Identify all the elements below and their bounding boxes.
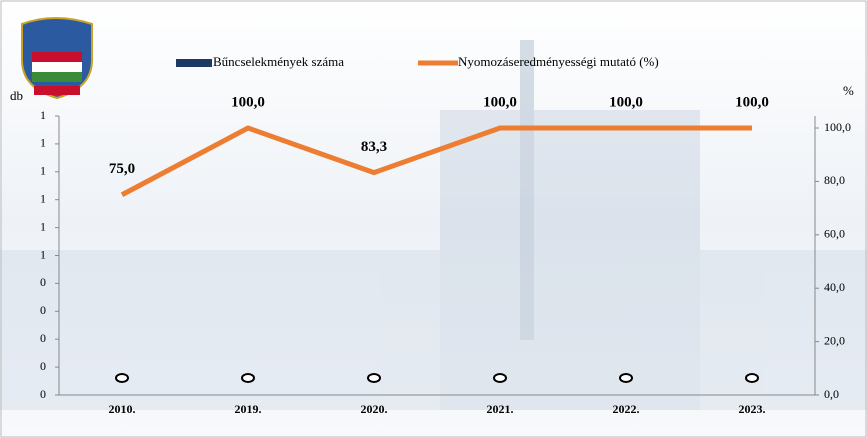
x-tick-label: 2020. xyxy=(361,402,388,416)
bar-marker xyxy=(115,373,129,383)
data-label: 75,0 xyxy=(109,161,135,177)
y-tick-label: 1 xyxy=(40,219,46,233)
line xyxy=(120,125,752,197)
police-logo xyxy=(21,17,93,100)
data-label: 100,0 xyxy=(483,94,517,110)
legend-label: Bűncselekmények száma xyxy=(213,54,344,69)
y2-tick-label: 100,0 xyxy=(824,120,851,134)
bar-marker xyxy=(241,373,255,383)
data-label: 100,0 xyxy=(735,94,769,110)
y-axis-label: db xyxy=(10,88,23,103)
y-tick-label: 1 xyxy=(40,191,46,205)
y2-tick-label: 60,0 xyxy=(824,227,845,241)
y-tick-label: 0 xyxy=(40,359,46,373)
legend-label: Nyomozáseredményességi mutató (%) xyxy=(458,54,659,69)
x-tick-label: 2022. xyxy=(613,402,640,416)
x-tick-label: 2023. xyxy=(739,402,766,416)
building-photo xyxy=(0,40,867,410)
y-tick-label: 1 xyxy=(40,108,46,122)
y-tick-label: 1 xyxy=(40,164,46,178)
data-label: 100,0 xyxy=(609,94,643,110)
legend-swatch-bar xyxy=(176,59,212,67)
data-label: 100,0 xyxy=(231,94,265,110)
x-tick-label: 2019. xyxy=(235,402,262,416)
y-tick-label: 0 xyxy=(40,331,46,345)
x-tick-label: 2010. xyxy=(109,402,136,416)
x-tick-label: 2021. xyxy=(487,402,514,416)
y-tick-label: 1 xyxy=(40,136,46,150)
data-label: 83,3 xyxy=(361,139,387,155)
y-tick-label: 0 xyxy=(40,303,46,317)
y-tick-label: 1 xyxy=(40,247,46,261)
y2-tick-label: 20,0 xyxy=(824,333,845,347)
y2-tick-label: 40,0 xyxy=(824,280,845,294)
y2-axis-label: % xyxy=(843,83,854,98)
y-tick-label: 0 xyxy=(40,275,46,289)
bar-marker xyxy=(493,373,507,383)
bar-marker xyxy=(619,373,633,383)
bar-marker xyxy=(367,373,381,383)
bar-marker xyxy=(745,373,759,383)
y2-tick-label: 0,0 xyxy=(824,387,839,401)
y-tick-label: 0 xyxy=(40,387,46,401)
y2-tick-label: 80,0 xyxy=(824,173,845,187)
